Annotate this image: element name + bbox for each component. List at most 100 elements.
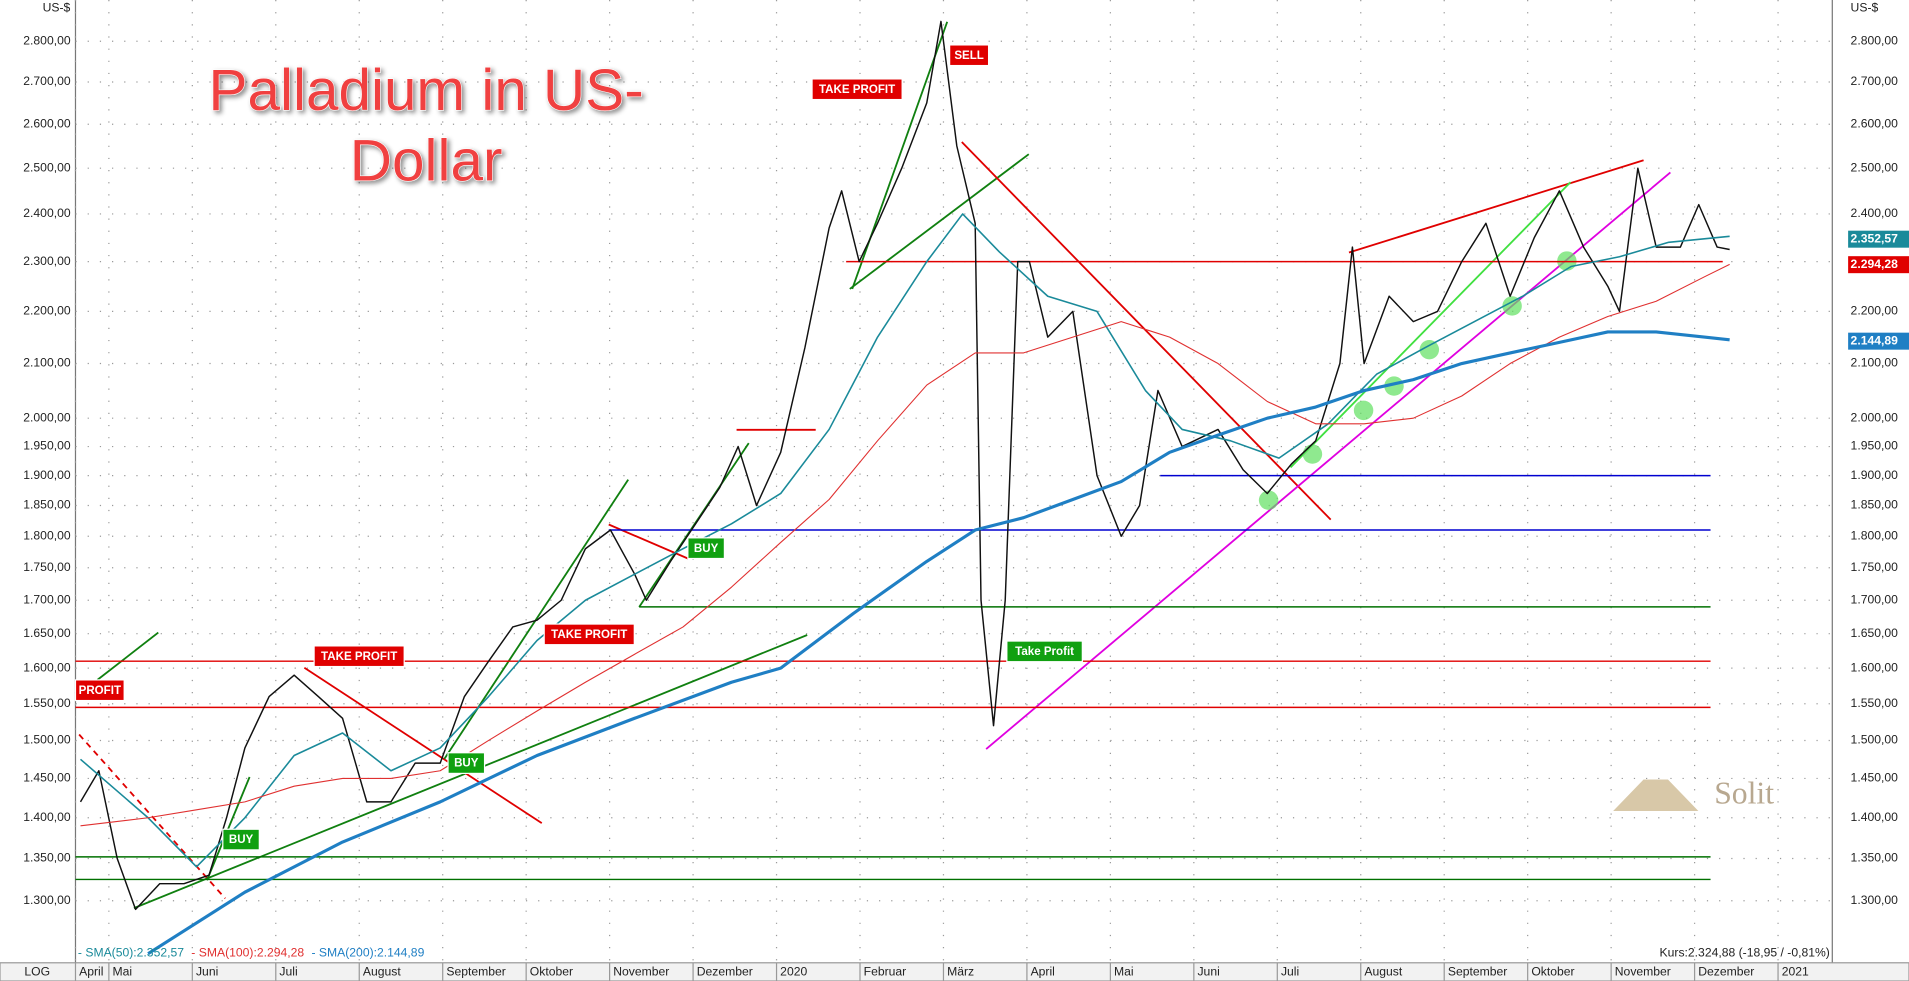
trend-line <box>961 141 1332 521</box>
x-tick-label: 2020 <box>780 965 807 979</box>
y-tick-label: 2.500,00 <box>1851 160 1899 174</box>
x-tick-label: Mai <box>1114 965 1134 979</box>
x-tick-label: Oktober <box>530 965 573 979</box>
y-tick-label: 2.200,00 <box>1851 304 1899 318</box>
x-tick-label: Dezember <box>697 965 753 979</box>
y-tick-label: 1.300,00 <box>1851 893 1899 907</box>
legend-entry: - SMA(50):2.352,57 <box>78 945 184 959</box>
watermark-text: Solit <box>1714 776 1774 811</box>
annotation-box <box>543 623 635 646</box>
y-tick-label: 1.700,00 <box>23 592 71 606</box>
x-tick-label: April <box>79 965 103 979</box>
y-tick-label: 2.200,00 <box>23 304 71 318</box>
chart-title: Palladium in US- <box>209 58 644 123</box>
x-tick-label: Juli <box>1281 965 1299 979</box>
y-tick-label: 1.400,00 <box>1851 810 1899 824</box>
x-tick-label: Dezember <box>1698 965 1754 979</box>
y-tick-label: 1.500,00 <box>23 733 71 747</box>
marker-circle <box>1419 339 1440 360</box>
trend-line <box>1348 159 1644 254</box>
trend-line <box>303 666 543 824</box>
y-tick-label: 1.350,00 <box>1851 851 1899 865</box>
annotation-text: TAKE PROFIT <box>819 84 895 96</box>
watermark: Solit <box>1613 776 1774 812</box>
marker-circle <box>1502 296 1522 316</box>
annotation-box <box>1006 640 1083 663</box>
y-tick-label: 2.400,00 <box>23 206 71 220</box>
y-tick-label: 1.750,00 <box>1851 560 1899 574</box>
y-tick-label: 2.600,00 <box>23 116 71 130</box>
y-tick-label: 1.550,00 <box>1851 696 1899 710</box>
x-tick-label: Mai <box>113 965 133 979</box>
annotation-box <box>447 752 486 774</box>
y-tick-label: 1.450,00 <box>1851 771 1899 785</box>
y-tick-label: 2.100,00 <box>1851 356 1899 370</box>
y-tick-label: 2.000,00 <box>1851 410 1899 424</box>
y-tick-label: 2.300,00 <box>23 254 71 268</box>
annotation-text: SELL <box>954 50 984 62</box>
trend-line <box>849 153 1030 290</box>
x-tick-label: April <box>1031 965 1055 979</box>
x-tick-label: November <box>1615 965 1671 979</box>
trend-line <box>985 171 1671 750</box>
marker-circle <box>1302 444 1323 464</box>
marker-circle <box>1353 400 1374 421</box>
price-tag <box>1848 332 1909 350</box>
trend-line <box>96 631 159 681</box>
y-tick-label: 1.950,00 <box>1851 439 1899 453</box>
x-tick-label: September <box>446 965 505 979</box>
annotation-text: BUY <box>694 543 719 555</box>
y-tick-label: 2.800,00 <box>23 33 71 47</box>
x-tick-label: Juni <box>1197 965 1219 979</box>
trend-line <box>1289 181 1572 469</box>
x-tick-label: November <box>613 965 669 979</box>
annotation-text: TAKE PROFIT <box>551 629 627 641</box>
y-tick-label: 1.800,00 <box>23 528 71 542</box>
y-tick-label: 2.700,00 <box>23 74 71 88</box>
x-tick-label: September <box>1448 965 1507 979</box>
series-line <box>80 263 1730 827</box>
annotation-text: BUY <box>229 834 254 846</box>
annotation-box <box>687 537 726 560</box>
y-tick-label: 2.500,00 <box>23 160 71 174</box>
y-tick-label: 1.750,00 <box>23 560 71 574</box>
annotation-text: TAKE PROFIT <box>321 651 397 663</box>
x-tick-label: August <box>1364 965 1402 979</box>
x-tick-label: August <box>363 965 401 979</box>
series-line <box>79 20 1730 911</box>
y-tick-label: 1.400,00 <box>23 810 71 824</box>
annotation-text: PROFIT <box>79 685 121 697</box>
y-tick-label: 1.450,00 <box>23 771 71 785</box>
annotation-box <box>811 78 903 101</box>
trend-line <box>443 479 629 760</box>
y-tick-label: 1.850,00 <box>23 498 71 512</box>
y-tick-label: 1.850,00 <box>1851 498 1899 512</box>
scale-label: LOG <box>24 965 50 979</box>
y-tick-label: 2.700,00 <box>1851 74 1899 88</box>
series-line <box>79 213 1730 868</box>
legend-entry: - SMA(200):2.144,89 <box>311 945 424 959</box>
y-tick-label: 1.900,00 <box>1851 468 1899 482</box>
series-line <box>147 330 1730 956</box>
y-tick-label: 1.600,00 <box>23 660 71 674</box>
legend-entry: - SMA(100):2.294,28 <box>191 945 304 959</box>
x-tick-label: Februar <box>864 965 907 979</box>
x-tick-label: Juli <box>279 965 297 979</box>
annotation-box <box>74 679 125 702</box>
x-tick-label: Oktober <box>1531 965 1574 979</box>
price-tag <box>1848 230 1909 248</box>
x-axis-band <box>0 962 1909 981</box>
x-tick-label: Juni <box>196 965 218 979</box>
logo <box>1613 779 1699 812</box>
y-tick-label: 1.550,00 <box>23 696 71 710</box>
annotation-box <box>313 645 405 668</box>
y-tick-label: 1.700,00 <box>1851 592 1899 606</box>
annotation-box <box>222 828 260 851</box>
y-unit-right: US-$ <box>1851 1 1879 15</box>
y-tick-label: 1.600,00 <box>1851 660 1899 674</box>
quote: Kurs:2.324,88 (-18,95 / -0,81%) <box>1660 945 1830 959</box>
y-tick-label: 1.650,00 <box>23 626 71 640</box>
y-tick-label: 1.900,00 <box>23 468 71 482</box>
